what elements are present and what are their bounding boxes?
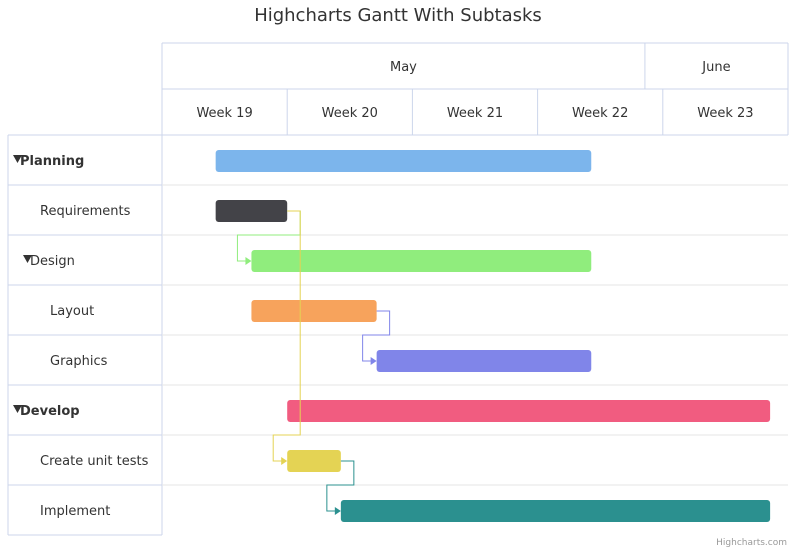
chart-title: Highcharts Gantt With Subtasks	[254, 5, 542, 26]
task-label-develop: Develop	[20, 404, 80, 419]
task-bar-planning	[215, 150, 592, 172]
collapse-arrow-icon	[23, 255, 32, 263]
task-label-layout: Layout	[50, 304, 94, 319]
month-label: May	[390, 60, 417, 75]
week-label: Week 20	[322, 106, 378, 121]
task-label-requirements: Requirements	[40, 204, 131, 219]
task-bar-unit-tests	[287, 450, 341, 472]
task-label-planning: Planning	[20, 154, 84, 169]
collapse-arrow-icon	[13, 155, 22, 163]
dependency-line-layout-graphics	[362, 310, 391, 362]
credits-link[interactable]: Highcharts.com	[716, 538, 787, 548]
dependency-arrow-icon	[334, 507, 341, 515]
task-bar-layout	[251, 300, 377, 322]
task-label-unit-tests: Create unit tests	[40, 454, 149, 469]
grid-lines	[7, 42, 789, 536]
collapse-arrow-icon	[13, 405, 22, 413]
dependency-arrow-icon	[281, 457, 288, 465]
dependency-line-unit-tests-implement	[326, 460, 355, 512]
dependency-arrow-icon	[370, 357, 377, 365]
dependency-lines	[236, 210, 391, 515]
dependency-line-requirements-unit-tests	[272, 210, 301, 462]
task-bar-graphics	[376, 350, 592, 372]
week-label: Week 22	[572, 106, 628, 121]
task-label-implement: Implement	[40, 504, 110, 519]
task-label-column: Planning Requirements Design Layout Graphics…	[13, 154, 149, 519]
task-bar-design	[251, 250, 592, 272]
task-bar-requirements	[215, 200, 288, 222]
week-label: Week 19	[196, 106, 252, 121]
task-label-graphics: Graphics	[50, 354, 108, 369]
month-label: June	[701, 60, 730, 75]
dependency-arrow-icon	[245, 257, 252, 265]
task-label-design: Design	[30, 254, 75, 269]
task-bars	[215, 150, 771, 522]
task-bar-develop	[287, 400, 771, 422]
week-label: Week 23	[697, 106, 753, 121]
week-label: Week 21	[447, 106, 503, 121]
time-axis-header: May June Week 19 Week 20 Week 21 Week 22 Week …	[196, 60, 753, 121]
task-bar-implement	[340, 500, 771, 522]
